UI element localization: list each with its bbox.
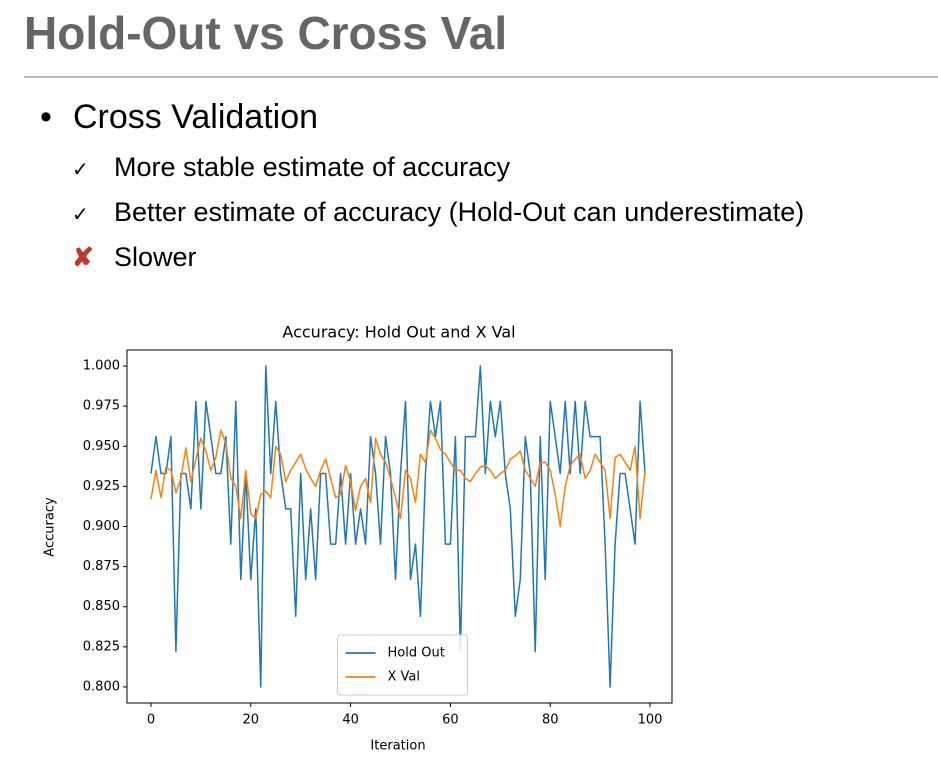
chart-title: Accuracy: Hold Out and X Val — [282, 323, 515, 342]
y-tick-label: 0.925 — [83, 479, 120, 494]
plot-frame — [126, 349, 673, 704]
divider — [24, 76, 938, 78]
y-tick-label: 0.975 — [83, 399, 120, 414]
x-tick-label: 20 — [242, 713, 259, 728]
sub-item-text: Better estimate of accuracy (Hold-Out ca… — [114, 197, 805, 227]
y-tick-label: 0.800 — [83, 679, 120, 694]
bullet: • Cross Validation — [40, 98, 319, 136]
x-tick-label: 0 — [147, 713, 155, 728]
x-tick-label: 40 — [342, 713, 359, 728]
y-tick-label: 1.000 — [83, 359, 120, 374]
legend-box — [337, 634, 468, 696]
slide-title: Hold-Out vs Cross Val — [24, 7, 508, 59]
data-line — [150, 365, 646, 688]
x-axis-label: Iteration — [370, 739, 425, 754]
sub-item: ✓ More stable estimate of accuracy — [72, 152, 510, 183]
check-mark: ✓ — [72, 159, 89, 181]
legend-label: Hold Out — [388, 646, 445, 661]
data-line — [150, 429, 646, 528]
y-tick-label: 0.850 — [83, 599, 120, 614]
sub-item: ✓ Better estimate of accuracy (Hold-Out c… — [72, 197, 804, 228]
y-tick-label: 0.875 — [83, 559, 120, 574]
x-tick-label: 80 — [542, 713, 559, 728]
sub-item: ✘ Slower — [72, 242, 197, 273]
cross-mark: ✘ — [72, 242, 94, 272]
y-tick-label: 0.900 — [83, 519, 120, 534]
y-axis-label: Accuracy — [43, 497, 58, 557]
check-mark: ✓ — [72, 204, 89, 226]
sub-item-text: More stable estimate of accuracy — [114, 152, 511, 182]
x-tick-label: 100 — [638, 713, 663, 728]
sub-item-text: Slower — [114, 242, 197, 272]
y-tick-label: 0.950 — [83, 439, 120, 454]
y-tick-label: 0.825 — [83, 639, 120, 654]
legend-label: X Val — [388, 670, 421, 685]
bullet-text: Cross Validation — [73, 98, 319, 136]
x-tick-label: 60 — [442, 713, 459, 728]
